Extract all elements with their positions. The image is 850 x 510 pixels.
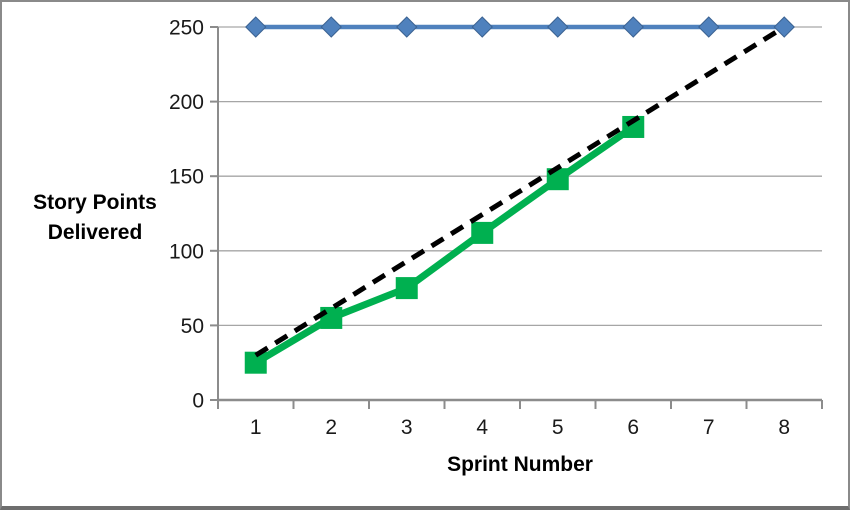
y-tick-label-200: 200 (169, 91, 204, 114)
delivered-marker-1 (244, 351, 267, 374)
delivered-marker-4 (471, 221, 494, 244)
x-tick-label-8: 8 (778, 416, 790, 439)
x-tick-label-7: 7 (703, 416, 715, 439)
y-axis-title: Story Points Delivered (2, 188, 188, 248)
x-tick-label-1: 1 (250, 416, 262, 439)
scope-marker-3 (396, 16, 418, 38)
y-tick-label-250: 250 (169, 17, 204, 40)
y-tick-label-100: 100 (169, 240, 204, 263)
delivered-marker-3 (395, 277, 418, 300)
x-tick-label-2: 2 (325, 416, 337, 439)
x-axis-title: Sprint Number (447, 453, 593, 476)
y-tick-label-150: 150 (169, 166, 204, 189)
scope-marker-7 (698, 16, 720, 38)
y-tick-label-50: 50 (181, 315, 204, 338)
scope-marker-6 (622, 16, 644, 38)
scope-marker-2 (320, 16, 342, 38)
trend-series-line (254, 24, 786, 358)
y-tick-label-0: 0 (192, 390, 204, 413)
scope-marker-8 (773, 16, 795, 38)
x-tick-label-5: 5 (552, 416, 564, 439)
scope-marker-5 (547, 16, 569, 38)
y-axis-title-line1: Story Points (33, 191, 157, 214)
x-tick-label-6: 6 (627, 416, 639, 439)
y-axis-title-line2: Delivered (47, 221, 143, 244)
scope-marker-1 (245, 16, 267, 38)
x-tick-label-4: 4 (476, 416, 488, 439)
x-tick-label-3: 3 (401, 416, 413, 439)
scope-marker-4 (471, 16, 493, 38)
delivered-series-line (253, 124, 636, 366)
